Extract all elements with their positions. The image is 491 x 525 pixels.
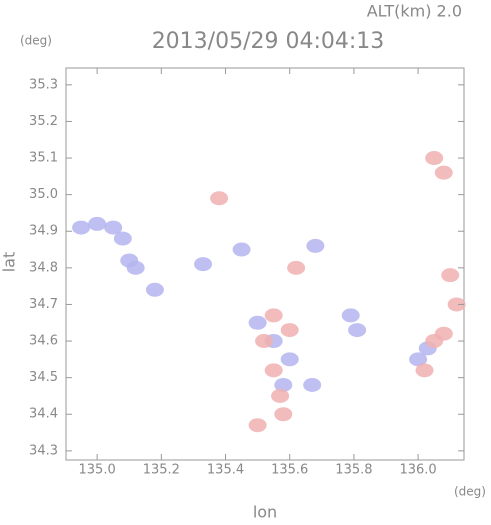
plot-frame xyxy=(65,67,465,461)
echo xyxy=(280,352,299,367)
y-tick-label: 34.5 xyxy=(29,370,58,385)
x-tick-label: 135.8 xyxy=(335,463,372,478)
x-tick-label: 135.2 xyxy=(143,463,180,478)
y-tick-label: 34.3 xyxy=(29,443,58,458)
echo xyxy=(104,220,123,235)
echo xyxy=(425,151,444,166)
echo xyxy=(434,165,453,180)
echo xyxy=(88,216,107,231)
y-tick-label: 35.3 xyxy=(29,77,58,92)
y-tick-label: 35.1 xyxy=(29,151,58,166)
echo xyxy=(248,315,267,330)
y-unit: (deg) xyxy=(20,34,52,48)
echo xyxy=(415,363,434,378)
echo xyxy=(264,308,283,323)
echo xyxy=(194,257,213,272)
x-tick-label: 135.4 xyxy=(207,463,244,478)
y-tick-label: 34.7 xyxy=(29,297,58,312)
y-tick-label: 34.6 xyxy=(29,334,58,349)
echo xyxy=(113,231,132,246)
echo xyxy=(271,388,290,403)
echo xyxy=(441,268,460,283)
echo xyxy=(248,418,267,433)
echo xyxy=(409,352,428,367)
echo xyxy=(255,334,274,349)
y-tick-label: 35.2 xyxy=(29,114,58,129)
echo xyxy=(348,323,367,338)
y-axis-label: lat xyxy=(0,252,19,273)
echo xyxy=(306,238,325,253)
x-unit: (deg) xyxy=(454,485,486,499)
echo xyxy=(126,260,145,275)
echo xyxy=(287,260,306,275)
echo xyxy=(425,334,444,349)
echo xyxy=(274,377,293,392)
y-tick-label: 34.9 xyxy=(29,224,58,239)
echo xyxy=(232,242,251,257)
chart-title: 2013/05/29 04:04:13 xyxy=(152,29,385,54)
echo xyxy=(72,220,91,235)
echo xyxy=(447,297,466,312)
y-tick-label: 35.0 xyxy=(29,187,58,202)
y-tick-label: 34.8 xyxy=(29,260,58,275)
echo xyxy=(145,282,164,297)
echo xyxy=(264,363,283,378)
echo xyxy=(341,308,360,323)
echo xyxy=(280,323,299,338)
x-tick-label: 136.0 xyxy=(399,463,436,478)
x-axis-label: lon xyxy=(253,503,277,522)
echo xyxy=(303,377,322,392)
y-tick-label: 34.4 xyxy=(29,407,58,422)
x-tick-label: 135.0 xyxy=(79,463,116,478)
echo xyxy=(274,407,293,422)
echo xyxy=(210,191,229,206)
x-tick-label: 135.6 xyxy=(271,463,308,478)
altitude-label: ALT(km) 2.0 xyxy=(367,2,462,21)
